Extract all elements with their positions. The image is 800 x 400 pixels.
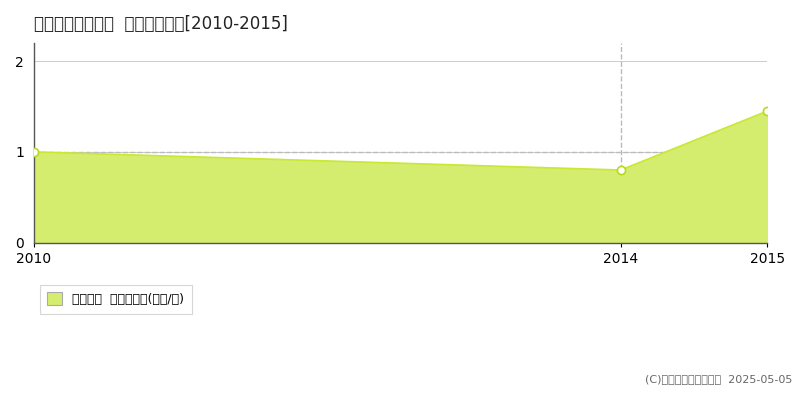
Title: 下北郡大間町奥戸  土地価格推移[2010-2015]: 下北郡大間町奥戸 土地価格推移[2010-2015] — [34, 15, 287, 33]
Legend: 土地価格  平均坪単価(万円/坪): 土地価格 平均坪単価(万円/坪) — [40, 285, 192, 314]
Point — [614, 167, 627, 173]
Point — [761, 108, 774, 114]
Point — [27, 149, 40, 155]
Text: (C)土地価格ドットコム  2025-05-05: (C)土地価格ドットコム 2025-05-05 — [645, 374, 792, 384]
